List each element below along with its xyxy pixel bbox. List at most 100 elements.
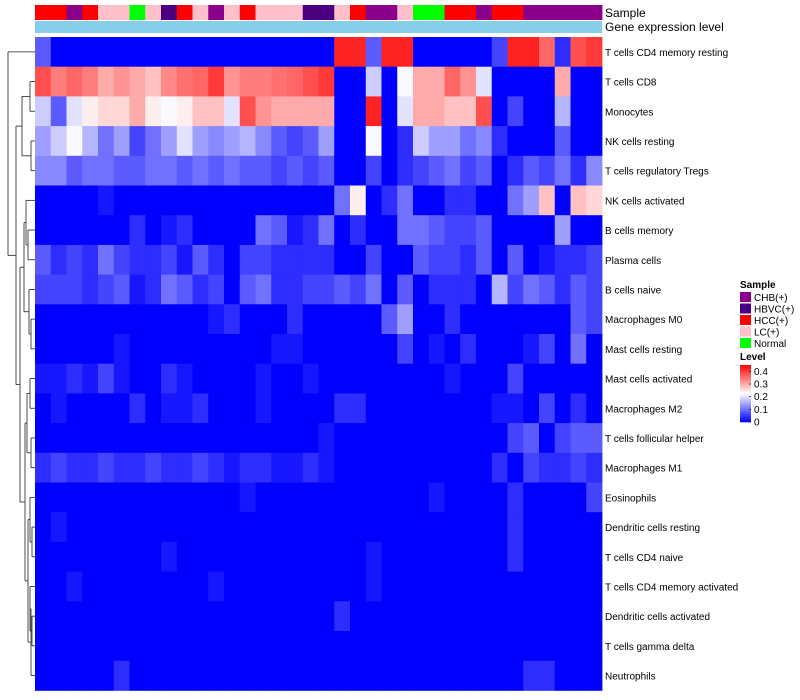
heatmap-cell <box>224 96 241 127</box>
heatmap-cell <box>129 215 146 246</box>
heatmap-cell <box>66 185 83 216</box>
heatmap-cell <box>98 363 115 394</box>
heatmap-cell <box>365 274 382 305</box>
heatmap-cell <box>192 126 209 157</box>
heatmap-cell <box>208 185 225 216</box>
heatmap-cell <box>350 541 367 572</box>
heatmap-cell <box>271 541 288 572</box>
heatmap-cell <box>192 423 209 454</box>
heatmap-cell <box>224 185 241 216</box>
heatmap-cell <box>428 334 445 365</box>
heatmap-cell <box>586 66 603 97</box>
sample-annotation-cell <box>334 5 351 20</box>
heatmap-cell <box>444 37 461 68</box>
heatmap-cell <box>255 244 272 275</box>
heatmap-cell <box>129 304 146 335</box>
heatmap-cell <box>287 37 304 68</box>
heatmap-cell <box>287 541 304 572</box>
heatmap-cell <box>460 631 477 662</box>
heatmap-cell <box>428 452 445 483</box>
legend-colorbar-step <box>740 417 751 419</box>
legend-label: CHB(+) <box>754 293 788 304</box>
heatmap-cell <box>66 37 83 68</box>
heatmap-cell <box>460 452 477 483</box>
legend-colorbar-step <box>740 413 751 415</box>
legend-colorbar-step <box>740 388 751 390</box>
heatmap-cell <box>239 512 256 543</box>
heatmap-cell <box>50 601 67 632</box>
sample-annotation-cell <box>365 5 382 20</box>
heatmap-cell <box>428 660 445 691</box>
heatmap-cell <box>397 244 414 275</box>
heatmap-cell <box>539 334 556 365</box>
heatmap-cell <box>82 571 99 602</box>
heatmap-cell <box>507 126 524 157</box>
heatmap-cell <box>365 244 382 275</box>
heatmap-cell <box>35 334 52 365</box>
heatmap-cell <box>397 512 414 543</box>
heatmap-cell <box>176 334 193 365</box>
heatmap-cell <box>554 185 571 216</box>
heatmap-cell <box>460 423 477 454</box>
heatmap-cell <box>271 185 288 216</box>
row-label: Eosinophils <box>605 493 656 504</box>
heatmap-cell <box>129 660 146 691</box>
heatmap-cell <box>523 155 540 186</box>
heatmap-cell <box>476 334 493 365</box>
heatmap-cell <box>98 482 115 513</box>
sample-annotation-cell <box>586 5 603 20</box>
heatmap-cell <box>570 185 587 216</box>
heatmap-cell <box>208 541 225 572</box>
legend-colorbar-step <box>740 418 751 420</box>
heatmap-cell <box>554 601 571 632</box>
heatmap-cell <box>161 215 178 246</box>
heatmap-cell <box>397 96 414 127</box>
heatmap-cell <box>350 423 367 454</box>
heatmap-cell <box>224 244 241 275</box>
legend-label: LC(+) <box>754 328 779 339</box>
heatmap-cell <box>334 66 351 97</box>
heatmap-cell <box>98 274 115 305</box>
heatmap-cell <box>255 423 272 454</box>
heatmap-cell <box>224 126 241 157</box>
heatmap-cell <box>413 601 430 632</box>
heatmap-cell <box>397 571 414 602</box>
heatmap-cell <box>381 423 398 454</box>
heatmap-cell <box>334 155 351 186</box>
heatmap-cell <box>271 66 288 97</box>
heatmap-cell <box>586 541 603 572</box>
gene-expression-level-label: Gene expression level <box>605 20 724 34</box>
heatmap-cell <box>413 96 430 127</box>
legend-colorbar-step <box>740 394 751 396</box>
heatmap-cell <box>554 126 571 157</box>
heatmap-cell <box>523 541 540 572</box>
heatmap-cell <box>145 126 162 157</box>
heatmap-cell <box>271 452 288 483</box>
heatmap-cell <box>35 37 52 68</box>
heatmap-cell <box>129 541 146 572</box>
row-label: T cells CD4 memory activated <box>605 582 738 593</box>
legend-colorbar-step <box>740 407 751 409</box>
heatmap-cell <box>113 155 130 186</box>
heatmap-cell <box>208 66 225 97</box>
heatmap-cell <box>50 37 67 68</box>
heatmap-cell <box>161 423 178 454</box>
heatmap-cell <box>428 185 445 216</box>
heatmap-cell <box>318 185 335 216</box>
heatmap-cell <box>98 541 115 572</box>
heatmap-cell <box>428 37 445 68</box>
heatmap-cell <box>302 155 319 186</box>
legend-colorbar-step <box>740 392 751 394</box>
heatmap-cell <box>350 96 367 127</box>
heatmap-cell <box>491 363 508 394</box>
heatmap-cell <box>397 541 414 572</box>
legend-colorbar-step <box>740 396 751 398</box>
heatmap-cell <box>271 304 288 335</box>
heatmap-cell <box>586 244 603 275</box>
heatmap-cell <box>50 244 67 275</box>
heatmap-cell <box>239 96 256 127</box>
legend-colorbar-step <box>740 374 751 376</box>
heatmap-cell <box>161 304 178 335</box>
heatmap-cell <box>381 571 398 602</box>
legend-colorbar-step <box>740 405 751 408</box>
